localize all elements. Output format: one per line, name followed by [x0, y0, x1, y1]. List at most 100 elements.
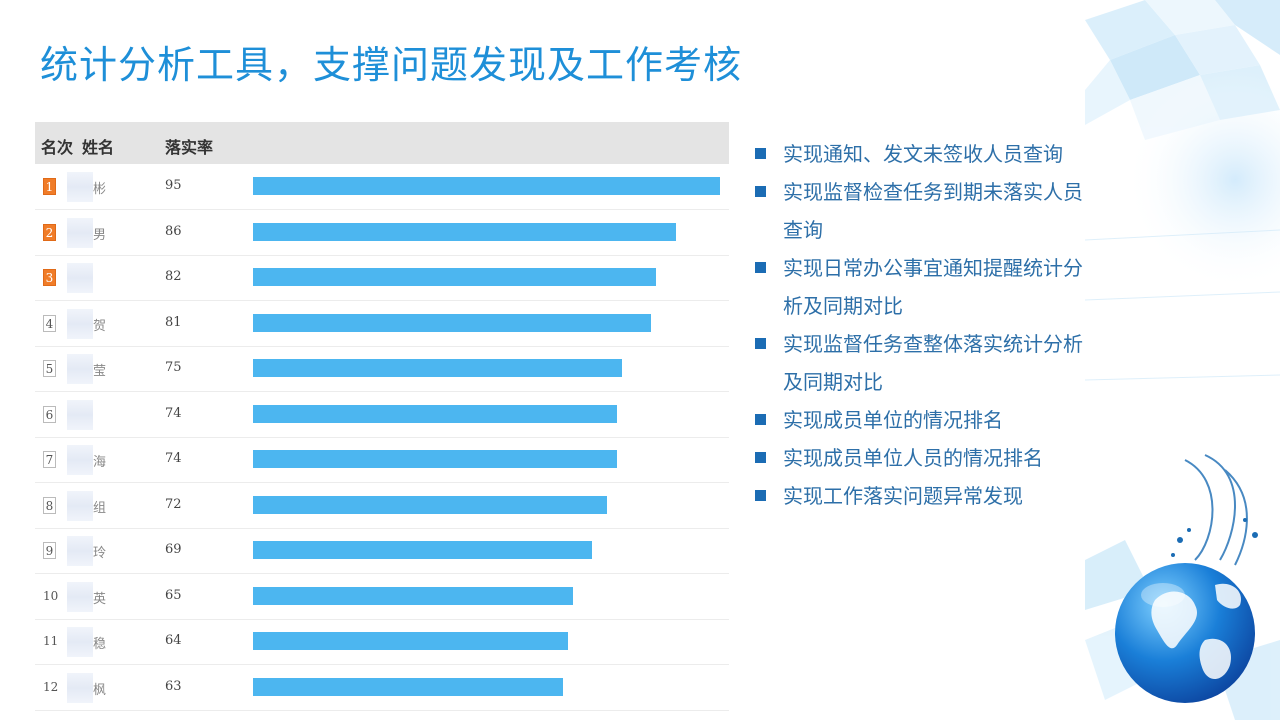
name-redaction: [67, 672, 93, 703]
feature-text: 实现成员单位人员的情况排名: [783, 446, 1043, 470]
feature-item: 实现监督检查任务到期未落实人员查询: [755, 173, 1085, 249]
rank-badge: 3: [43, 269, 56, 286]
rate-bar: [253, 359, 622, 377]
table-row: 5 莹 75: [35, 346, 729, 392]
feature-text: 实现监督检查任务到期未落实人员查询: [783, 180, 1083, 242]
ranking-table: 名次 姓名 落实率 1 彬 95 2 男 86 3 82 4 贺 81 5 莹 75 6 74 7 海 74 8 组 72…: [35, 122, 729, 712]
header-name: 姓名: [82, 138, 115, 157]
name-redaction: [67, 354, 93, 384]
name-redaction: [67, 308, 93, 339]
table-row: 10 英 65: [35, 574, 729, 620]
table-row: 3 82: [35, 255, 729, 301]
table-row: 11 稳 64: [35, 619, 729, 665]
member-name: 彬: [93, 182, 107, 197]
rate-value: 75: [165, 360, 182, 375]
member-name: 海: [93, 455, 107, 470]
name-redaction: [67, 490, 93, 521]
rank-badge: 6: [43, 405, 56, 423]
header-rank: 名次: [41, 138, 74, 157]
bullet-square-icon: [755, 262, 766, 273]
rate-bar: [253, 222, 676, 241]
name-redaction: [67, 217, 93, 248]
rate-bar: [253, 632, 568, 650]
name-redaction: [67, 627, 93, 657]
member-name: 男: [93, 227, 107, 243]
feature-item: 实现工作落实问题异常发现: [755, 477, 1085, 515]
rate-value: 86: [165, 223, 182, 239]
rate-value: 72: [165, 496, 182, 512]
member-name: 莹: [93, 364, 107, 379]
rank-badge: 8: [43, 496, 56, 514]
rate-bar: [253, 677, 563, 696]
table-row: 4 贺 81: [35, 301, 729, 347]
rate-bar: [253, 268, 656, 286]
feature-text: 实现日常办公事宜通知提醒统计分析及同期对比: [783, 256, 1083, 318]
rank-badge: 1: [43, 178, 56, 195]
bullet-square-icon: [755, 186, 766, 197]
member-name: 稳: [93, 637, 107, 652]
name-redaction: [67, 536, 93, 566]
feature-text: 实现监督任务查整体落实统计分析及同期对比: [783, 332, 1083, 394]
table-row: 7 海 74: [35, 437, 729, 483]
rate-bar: [253, 450, 617, 468]
feature-text: 实现成员单位的情况排名: [783, 408, 1003, 432]
rank-badge: 2: [43, 223, 56, 241]
name-redaction: [67, 399, 93, 430]
name-redaction: [67, 581, 93, 612]
rank-badge: 5: [43, 360, 56, 377]
name-redaction: [67, 263, 93, 293]
table-row: 6 74: [35, 392, 729, 438]
header-rate: 落实率: [165, 138, 214, 157]
rate-value: 74: [165, 451, 182, 466]
rank-badge: 4: [43, 314, 56, 332]
rate-value: 65: [165, 587, 182, 603]
rate-value: 81: [165, 314, 182, 330]
rate-bar: [253, 404, 617, 423]
member-name: 贺: [93, 318, 107, 334]
table-row: 9 玲 69: [35, 528, 729, 574]
rate-value: 74: [165, 405, 182, 421]
table-row: 12 枫 63: [35, 665, 729, 711]
rate-bar: [253, 586, 573, 605]
rank-badge: 9: [43, 542, 56, 559]
feature-list: 实现通知、发文未签收人员查询实现监督检查任务到期未落实人员查询 实现日常办公事宜通…: [755, 135, 1085, 515]
rank-badge: 12: [43, 678, 60, 696]
feature-text: 实现工作落实问题异常发现: [783, 484, 1023, 508]
bullet-square-icon: [755, 148, 766, 159]
swirl-lines: [1184, 454, 1248, 566]
rate-bar: [253, 177, 720, 195]
feature-item: 实现日常办公事宜通知提醒统计分析及同期对比: [755, 249, 1085, 325]
bullet-square-icon: [755, 452, 766, 463]
slide-title: 统计分析工具，支撑问题发现及工作考核: [40, 43, 743, 87]
particle-dots: [1171, 518, 1258, 557]
table-header: 名次 姓名 落实率: [35, 122, 729, 164]
feature-item: 实现通知、发文未签收人员查询: [755, 135, 1085, 173]
bullet-square-icon: [755, 414, 766, 425]
member-name: 组: [93, 500, 107, 516]
rate-bar: [253, 313, 651, 332]
table-row: 2 男 86: [35, 210, 729, 256]
name-redaction: [67, 445, 93, 475]
table-row: 1 彬 95: [35, 164, 729, 210]
feature-item: 实现成员单位的情况排名: [755, 401, 1085, 439]
rate-value: 63: [165, 678, 182, 694]
rate-value: 82: [165, 269, 182, 284]
feature-item: 实现监督任务查整体落实统计分析及同期对比: [755, 325, 1085, 401]
rate-bar: [253, 541, 592, 559]
feature-text: 实现通知、发文未签收人员查询: [783, 142, 1063, 166]
rank-badge: 11: [43, 633, 60, 650]
member-name: 枫: [93, 682, 107, 698]
name-redaction: [67, 172, 93, 202]
rate-bar: [253, 495, 607, 514]
table-row: 8 组 72: [35, 483, 729, 529]
rank-badge: 7: [43, 451, 56, 468]
rate-value: 64: [165, 633, 182, 648]
bullet-square-icon: [755, 338, 766, 349]
rate-value: 69: [165, 542, 182, 557]
globe-decoration: [1085, 0, 1280, 720]
member-name: 玲: [93, 546, 107, 561]
member-name: 英: [93, 591, 107, 607]
rate-value: 95: [165, 178, 182, 193]
rank-badge: 10: [43, 587, 60, 605]
bullet-square-icon: [755, 490, 766, 501]
